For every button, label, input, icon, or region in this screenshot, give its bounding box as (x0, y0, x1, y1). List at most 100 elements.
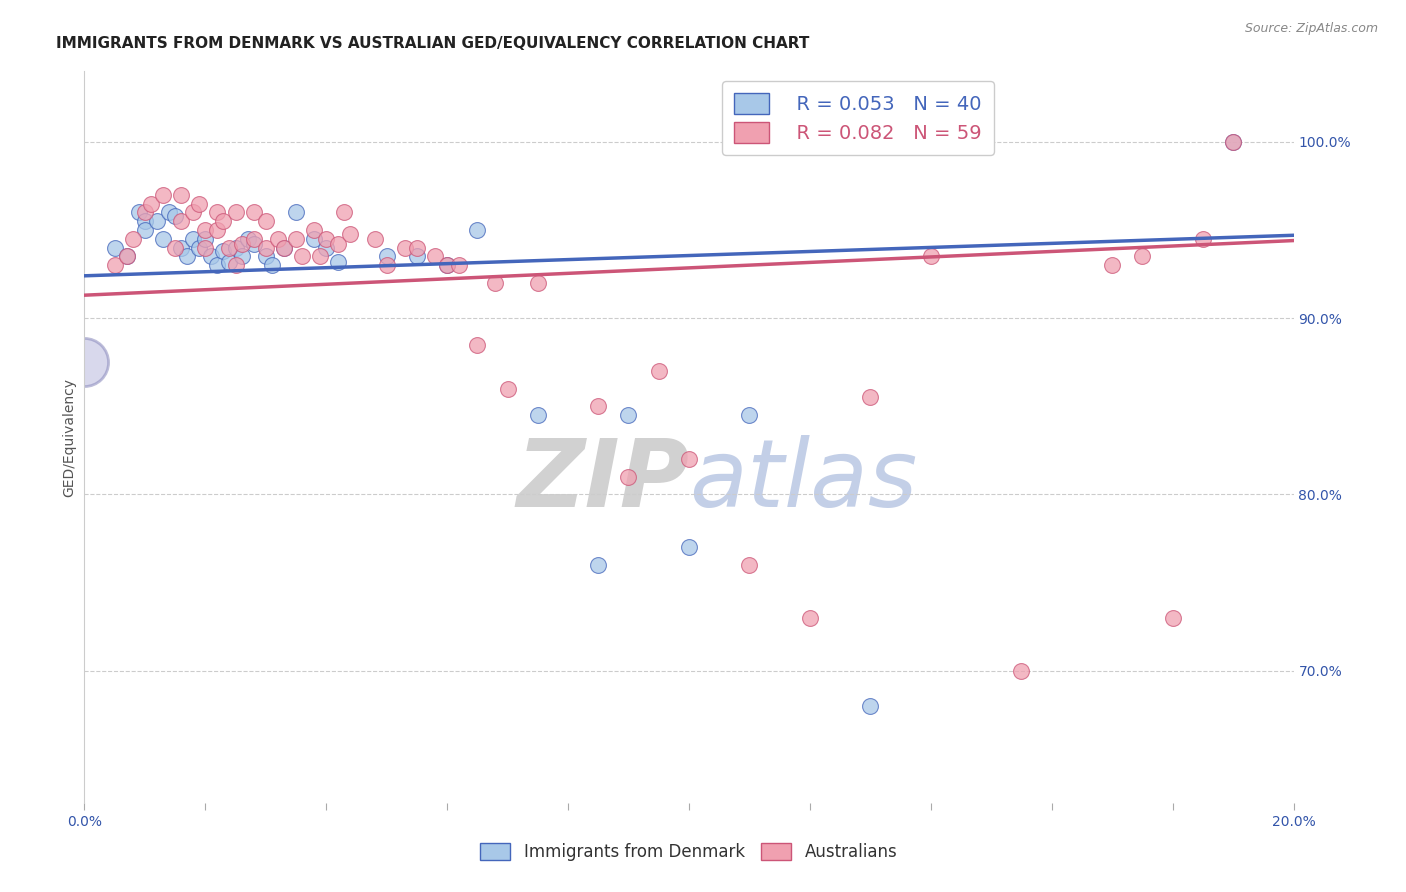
Point (467, 337, 489, 351)
Point (648, 364, 671, 378)
Point (181, 232, 204, 246)
Point (738, 408, 761, 422)
Point (231, 237, 253, 252)
Point (375, 249, 398, 263)
Point (333, 205, 356, 219)
Point (467, 223, 489, 237)
Point (363, 232, 385, 246)
Point (315, 241, 337, 255)
Point (436, 258, 458, 272)
Point (104, 258, 127, 272)
Point (1161, 611, 1184, 625)
Point (188, 241, 211, 255)
Point (176, 249, 198, 263)
Point (128, 205, 150, 219)
Point (188, 196, 211, 211)
Point (1222, 135, 1244, 149)
Point (242, 232, 264, 246)
Point (328, 237, 350, 252)
Point (134, 205, 156, 219)
Point (588, 558, 610, 572)
Text: IMMIGRANTS FROM DENMARK VS AUSTRALIAN GED/EQUIVALENCY CORRELATION CHART: IMMIGRANTS FROM DENMARK VS AUSTRALIAN GE… (56, 36, 810, 51)
Point (194, 223, 217, 237)
Point (1192, 232, 1215, 246)
Point (496, 382, 519, 396)
Point (157, 205, 180, 219)
Point (436, 258, 458, 272)
Point (231, 249, 253, 263)
Point (291, 249, 314, 263)
Point (859, 698, 882, 713)
Point (302, 232, 325, 246)
Point (165, 209, 187, 223)
Point (449, 258, 471, 272)
Point (152, 232, 174, 246)
Point (134, 214, 156, 228)
Point (225, 241, 247, 255)
Point (152, 187, 174, 202)
Point (170, 187, 193, 202)
Point (285, 232, 308, 246)
Point (165, 241, 187, 255)
Point (181, 205, 204, 219)
Point (309, 249, 332, 263)
Point (423, 249, 446, 263)
Point (315, 232, 337, 246)
Point (225, 258, 247, 272)
Point (73, 355, 96, 369)
Point (1101, 258, 1123, 272)
Point (527, 408, 550, 422)
Point (121, 232, 143, 246)
Point (236, 232, 259, 246)
Point (115, 249, 138, 263)
Text: atlas: atlas (689, 435, 917, 526)
Point (225, 205, 247, 219)
Point (104, 241, 127, 255)
Text: Source: ZipAtlas.com: Source: ZipAtlas.com (1244, 22, 1378, 36)
Point (267, 232, 290, 246)
Point (212, 214, 235, 228)
Point (170, 214, 193, 228)
Point (218, 254, 240, 268)
Point (200, 249, 222, 263)
Point (207, 205, 229, 219)
Point (139, 196, 162, 211)
Point (146, 214, 169, 228)
Point (194, 232, 217, 246)
Point (375, 258, 398, 272)
Point (678, 452, 700, 467)
Point (273, 241, 295, 255)
Point (484, 276, 506, 290)
Point (617, 408, 640, 422)
Point (242, 237, 264, 252)
Point (588, 399, 610, 413)
Point (678, 540, 700, 554)
Point (1130, 249, 1153, 263)
Point (207, 223, 229, 237)
Point (738, 558, 761, 572)
Legend: Immigrants from Denmark, Australians: Immigrants from Denmark, Australians (474, 836, 904, 868)
Point (273, 241, 295, 255)
Point (617, 469, 640, 483)
Point (254, 241, 277, 255)
Point (242, 205, 264, 219)
Text: ZIP: ZIP (516, 435, 689, 527)
Point (1222, 135, 1244, 149)
Point (302, 223, 325, 237)
Point (254, 214, 277, 228)
Point (285, 205, 308, 219)
Point (115, 249, 138, 263)
Point (218, 241, 240, 255)
Point (339, 227, 361, 241)
Point (920, 249, 942, 263)
Point (194, 241, 217, 255)
Y-axis label: GED/Equivalency: GED/Equivalency (62, 377, 76, 497)
Point (859, 391, 882, 405)
Point (170, 241, 193, 255)
Point (394, 241, 416, 255)
Point (799, 611, 821, 625)
Point (212, 244, 235, 259)
Point (254, 249, 277, 263)
Point (134, 223, 156, 237)
Point (1011, 664, 1033, 678)
